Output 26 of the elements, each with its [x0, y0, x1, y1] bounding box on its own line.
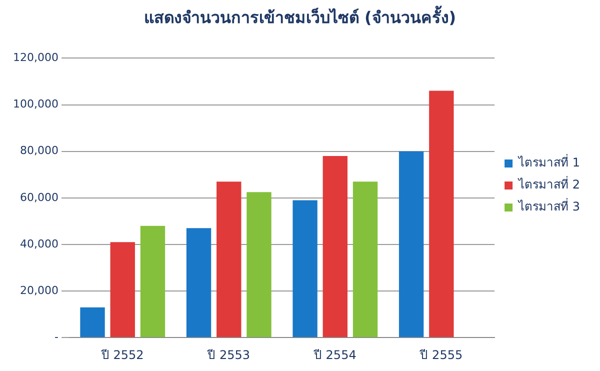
legend-label: ไตรมาสที่ 3	[518, 198, 580, 214]
y-tick-label: 100,000	[12, 98, 58, 111]
legend-label: ไตรมาสที่ 1	[518, 154, 580, 170]
y-tick-label: 60,000	[20, 190, 58, 204]
bar	[216, 182, 242, 338]
chart-title: แสดงจำนวนการเข้าชมเว็บไซต์ (จำนวนครั้ง)	[144, 4, 456, 27]
y-tick-label: 120,000	[12, 51, 58, 64]
x-tick-label: ปี 2554	[312, 348, 356, 362]
bar	[186, 228, 212, 338]
bar	[292, 200, 318, 338]
bar	[80, 307, 105, 338]
bar	[322, 156, 348, 338]
bar	[140, 226, 166, 338]
y-tick-label: 20,000	[20, 284, 58, 297]
bar	[429, 90, 454, 338]
y-tick-label: 80,000	[20, 144, 58, 158]
y-tick-label: 40,000	[20, 237, 58, 250]
x-tick-label: ปี 2555	[419, 348, 463, 362]
bar	[110, 242, 135, 338]
bar	[398, 151, 424, 338]
bar	[246, 192, 272, 338]
legend-label: ไตรมาสที่ 2	[518, 176, 580, 192]
bar	[352, 182, 378, 338]
x-tick-label: ปี 2553	[206, 348, 250, 362]
y-tick-label: -	[54, 330, 59, 344]
x-tick-label: ปี 2552	[100, 348, 144, 362]
